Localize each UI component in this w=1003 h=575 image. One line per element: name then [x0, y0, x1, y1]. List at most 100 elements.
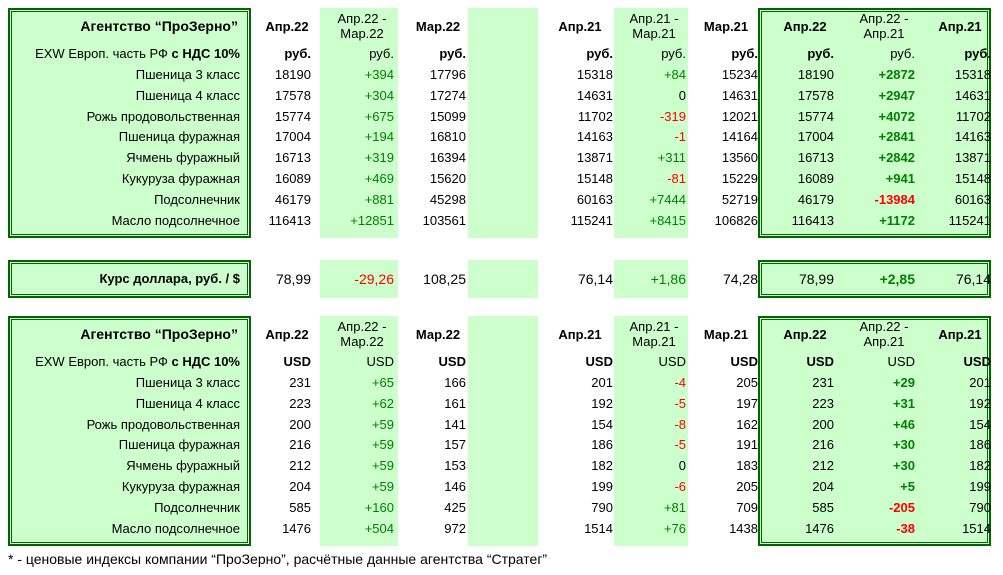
usd-header-3: Апр.21 [558, 326, 602, 342]
rub-diff2-bg [614, 8, 688, 238]
usd-row-7-col-6: 1476 [805, 520, 834, 536]
usd-row-5-col-8: 199 [969, 479, 991, 494]
rub-row-7-col-1: +12851 [350, 212, 394, 228]
rub-header-7-line: Апр.22 - [859, 11, 909, 26]
usd-row-1-col-5: 197 [736, 395, 758, 411]
rub-label-bg [10, 10, 248, 236]
rub-row-6-col-6: 46179 [797, 191, 834, 207]
usd-header-7-line: Апр.21 [863, 334, 905, 349]
usd-agency-title: Агентство “ПроЗерно” [80, 325, 238, 342]
usd-row-7-col-7: -38 [896, 520, 915, 536]
usd-product-5: Кукуруза фуражная [121, 479, 240, 494]
rub-summary-bg [760, 8, 991, 238]
rub-row-1-col-3: 14631 [576, 87, 613, 103]
usd-header-4: Апр.21 - Мар.21 [620, 316, 688, 352]
usd-row-0-col-8: 201 [969, 375, 991, 390]
usd-row-1-col-8: 192 [969, 395, 991, 411]
usd-subtitle-prefix: EXW Европ. часть РФ [35, 354, 172, 369]
fx-diff2-bg [614, 260, 688, 298]
rub-row-2-col-6: 15774 [797, 108, 834, 124]
usd-header-5: Мар.21 [703, 326, 749, 342]
usd-unit-2: USD [438, 354, 466, 369]
rub-product-4: Ячмень фуражный [126, 150, 240, 166]
rub-unit-4: руб. [661, 46, 686, 61]
usd-unit-8: USD [963, 354, 991, 369]
usd-row-2-col-8: 154 [969, 416, 991, 432]
usd-row-5-col-2: 146 [444, 479, 466, 494]
usd-summary-bg [760, 316, 991, 546]
rub-header-0: Апр.22 [265, 18, 309, 34]
rub-header-2: Мар.22 [415, 18, 461, 34]
usd-row-6-col-6: 585 [812, 499, 834, 515]
usd-row-5-col-6: 204 [812, 479, 834, 494]
usd-row-2-col-0: 200 [289, 416, 311, 432]
rub-row-3-col-5: 14164 [721, 129, 758, 145]
rub-row-2-col-0: 15774 [274, 108, 311, 124]
usd-row-3-col-7: +30 [892, 437, 915, 453]
rub-table: Агентство “ПроЗерно” Апр.22 Апр.22 - Мар.22… [8, 8, 991, 238]
rub-header-5: Мар.21 [703, 18, 749, 34]
rub-row-0-col-5: 15234 [721, 67, 758, 82]
fx-empty-bg [468, 260, 538, 298]
usd-subtitle: EXW Европ. часть РФ с НДС 10% [8, 352, 240, 372]
usd-row-7-col-4: +76 [663, 520, 686, 536]
rub-product-7: Масло подсолнечное [111, 212, 240, 228]
rub-row-3-col-2: 16810 [429, 129, 466, 145]
rub-header-1-line: Апр.22 - [337, 11, 387, 26]
usd-row-1-col-7: +31 [892, 395, 915, 411]
usd-row-2-col-6: 200 [812, 416, 834, 432]
usd-unit-1: USD [366, 354, 394, 369]
usd-row-2-col-1: +59 [371, 416, 394, 432]
rub-row-6-col-8: 60163 [954, 191, 991, 207]
rub-product-3: Пшеница фуражная [118, 129, 240, 145]
rub-unit-1: руб. [369, 46, 394, 61]
rub-row-0-col-4: +84 [663, 67, 686, 82]
rub-header-4-line: Апр.21 - [629, 11, 679, 26]
rub-row-2-col-8: 11702 [955, 108, 991, 124]
rub-row-2-col-4: -319 [659, 108, 686, 124]
usd-row-0-col-1: +65 [371, 375, 394, 390]
usd-unit-6: USD [806, 354, 834, 369]
rub-label-frame [8, 8, 251, 238]
rub-row-4-col-4: +311 [657, 150, 686, 166]
rub-row-6-col-7: -13984 [874, 191, 915, 207]
usd-row-0-col-5: 205 [736, 375, 758, 390]
usd-table: Агентство “ПроЗерно” Апр.22 Апр.22 - Мар.22… [8, 316, 991, 546]
usd-row-6-col-4: +81 [663, 499, 686, 515]
rub-row-1-col-1: +304 [364, 87, 394, 103]
usd-header-1-line: Апр.22 - [337, 319, 387, 334]
usd-row-1-col-3: 192 [591, 395, 613, 411]
usd-header-7: Апр.22 - Апр.21 [844, 316, 924, 352]
rub-header-3: Апр.21 [558, 18, 602, 34]
usd-empty-bg [468, 316, 538, 546]
usd-row-3-col-2: 157 [444, 437, 466, 453]
rub-row-0-col-1: +394 [364, 67, 394, 82]
rub-header-8: Апр.21 [938, 18, 982, 34]
rub-header-4-line: Мар.21 [632, 26, 676, 41]
fx-col-6: 78,99 [798, 271, 834, 287]
usd-row-3-col-0: 216 [289, 437, 311, 453]
usd-row-7-col-3: 1514 [584, 520, 613, 536]
rub-header-6: Апр.22 [783, 18, 827, 34]
fx-table: Курс доллара, руб. / $ 78,99 -29,26 108,25 7… [8, 260, 991, 298]
usd-row-1-col-6: 223 [812, 395, 834, 411]
rub-row-0-col-7: +2872 [878, 67, 915, 82]
rub-row-0-col-6: 18190 [797, 67, 834, 82]
rub-row-0-col-0: 18190 [274, 67, 311, 82]
usd-row-6-col-5: 709 [736, 499, 758, 515]
usd-row-1-col-2: 161 [444, 395, 466, 411]
rub-row-6-col-0: 46179 [274, 191, 311, 207]
rub-row-5-col-1: +469 [364, 171, 394, 186]
rub-row-3-col-1: +194 [364, 129, 394, 145]
rub-row-4-col-3: 13871 [576, 150, 613, 166]
rub-row-5-col-2: 15620 [429, 171, 466, 186]
rub-row-7-col-7: +1172 [879, 212, 915, 228]
fx-diff1-bg [320, 260, 398, 298]
usd-header-1-line: Мар.22 [340, 334, 384, 349]
usd-row-0-col-0: 231 [289, 375, 311, 390]
usd-row-6-col-1: +160 [364, 499, 394, 515]
rub-row-7-col-2: 103561 [422, 212, 466, 228]
rub-product-2: Рожь продовольственная [86, 108, 240, 124]
fx-label-bg [10, 262, 248, 296]
rub-product-1: Пшеница 4 класс [135, 87, 240, 103]
